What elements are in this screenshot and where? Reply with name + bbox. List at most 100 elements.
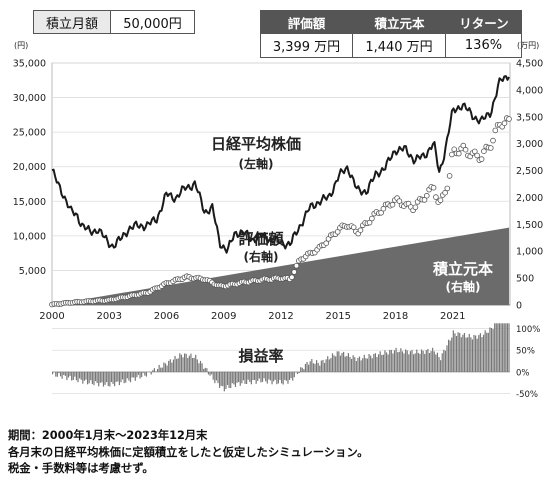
return-rate-bar xyxy=(56,371,58,377)
ror-tick-label-2: 0% xyxy=(516,368,530,378)
return-rate-bar xyxy=(58,371,60,374)
valuation-point xyxy=(323,240,330,247)
return-rate-bar xyxy=(308,364,310,372)
return-rate-bar xyxy=(328,359,330,372)
return-rate-bar xyxy=(467,337,469,372)
return-rate-bar xyxy=(168,360,170,372)
return-rate-bar xyxy=(71,371,73,381)
principal-label: 積立元本 xyxy=(432,260,493,278)
return-rate-bar xyxy=(137,371,140,375)
return-rate-bar xyxy=(169,359,171,372)
valuation-point xyxy=(421,197,428,203)
return-rate-bar xyxy=(156,369,159,372)
left-tick-label-2: 25,000 xyxy=(13,128,46,139)
left-unit-label: (円) xyxy=(14,41,28,50)
return-rate-bar xyxy=(425,350,427,372)
return-rate-bar xyxy=(277,371,280,384)
return-rate-bar xyxy=(131,371,133,378)
return-rate-bar xyxy=(454,333,456,372)
return-rate-bar xyxy=(309,361,311,372)
return-rate-bar xyxy=(155,371,157,372)
return-rate-bar xyxy=(66,371,68,381)
right-tick-label-4: 2,500 xyxy=(516,166,543,177)
return-rate-bar xyxy=(271,371,273,385)
monthly-value: 50,000円 xyxy=(111,10,195,34)
return-rate-bar xyxy=(91,371,93,384)
valuation-point xyxy=(433,194,439,200)
return-rate-bar xyxy=(350,358,353,372)
valuation-point xyxy=(291,269,298,275)
return-rate-bar xyxy=(427,349,429,372)
return-rate-bar xyxy=(265,371,267,382)
return-rate-bar xyxy=(86,371,89,385)
return-rate-bar xyxy=(460,337,462,372)
return-rate-bar xyxy=(242,371,245,381)
return-rate-bar xyxy=(172,359,175,372)
return-rate-bar xyxy=(293,371,295,378)
return-rate-bar xyxy=(179,353,181,372)
return-rate-bar xyxy=(125,371,127,383)
return-rate-bar xyxy=(323,362,326,372)
return-rate-bar xyxy=(263,371,265,379)
return-rate-bar xyxy=(182,357,184,372)
return-rate-bar xyxy=(358,356,361,372)
return-rate-bar xyxy=(360,360,362,372)
return-rate-bar xyxy=(69,371,71,376)
valuation-label: 評価額 xyxy=(238,230,283,248)
return-rate-bar xyxy=(489,327,491,372)
return-rate-bar xyxy=(498,323,501,372)
return-rate-bar xyxy=(352,355,354,372)
left-tick-label-0: 35,000 xyxy=(13,59,46,70)
return-rate-bar xyxy=(150,371,152,375)
right-tick-label-1: 4,000 xyxy=(516,85,543,96)
return-rate-bar xyxy=(349,357,351,372)
return-rate-bar xyxy=(211,371,213,375)
return-rate-bar xyxy=(215,371,217,381)
return-rate-bar xyxy=(142,371,144,373)
return-rate-bar xyxy=(362,358,364,372)
valuation-point xyxy=(446,173,453,179)
return-rate-bar xyxy=(238,371,240,382)
return-rate-bar xyxy=(366,358,369,372)
x-tick-label-3: 2009 xyxy=(211,311,236,322)
return-rate-bar xyxy=(110,371,113,382)
return-rate-bar xyxy=(59,371,62,377)
return-rate-bar xyxy=(77,371,79,383)
return-rate-bar xyxy=(88,371,90,384)
return-rate-bar xyxy=(180,354,182,372)
return-rate-bar xyxy=(368,354,370,372)
return-rate-bar xyxy=(417,352,419,372)
return-rate-bar xyxy=(183,353,186,372)
return-rate-bar xyxy=(94,371,97,382)
return-rate-bar xyxy=(203,368,205,372)
return-rate-bar xyxy=(164,363,167,372)
return-rate-bar xyxy=(228,371,230,388)
return-rate-bar xyxy=(244,371,246,384)
return-rate-bar xyxy=(296,371,299,375)
return-rate-bar xyxy=(503,323,505,372)
return-rate-bar xyxy=(346,356,348,372)
return-rate-bar xyxy=(185,353,187,372)
return-rate-bar xyxy=(285,371,287,381)
return-rate-bar xyxy=(428,353,431,372)
right-tick-label-3: 3,000 xyxy=(516,139,543,150)
return-rate-bar xyxy=(233,371,235,385)
right-tick-label-7: 1,000 xyxy=(516,247,543,258)
return-rate-bar xyxy=(374,353,377,372)
return-rate-bar xyxy=(166,365,168,372)
return-rate-bar xyxy=(419,353,421,372)
return-rate-bar xyxy=(365,358,367,372)
return-rate-bar xyxy=(258,371,260,379)
return-rate-bar xyxy=(201,363,203,372)
ror-tick-label-1: 50% xyxy=(516,347,535,357)
return-rate-bar xyxy=(405,349,407,372)
return-rate-bar xyxy=(495,323,497,372)
return-rate-bar xyxy=(274,371,276,380)
right-tick-label-9: 0 xyxy=(516,301,522,312)
return-rate-bar xyxy=(320,360,322,372)
return-rate-bar xyxy=(134,371,136,381)
left-tick-label-5: 10,000 xyxy=(13,231,46,242)
x-tick-label-4: 2012 xyxy=(268,311,293,322)
valuation-point xyxy=(437,197,444,204)
x-tick-label-7: 2021 xyxy=(440,311,465,322)
